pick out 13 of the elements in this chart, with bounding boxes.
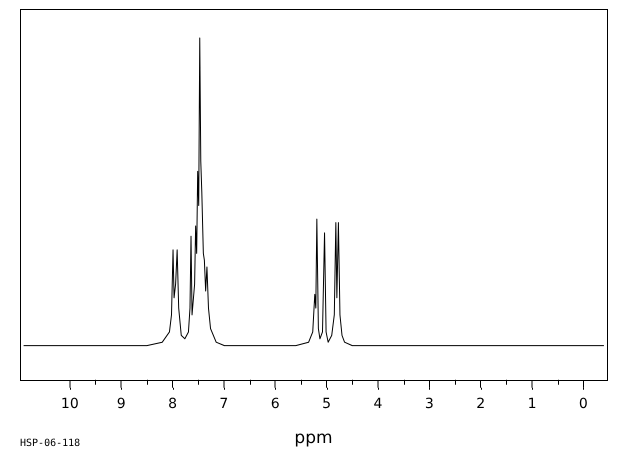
x-tick-label: 9 [116,396,126,412]
x-tick-label: 4 [373,396,382,412]
x-tick-label: 6 [270,396,280,412]
x-tick-label: 10 [60,396,79,412]
x-axis-title: ppm [294,428,333,448]
x-tick-label: 3 [424,396,434,412]
x-tick-label: 7 [219,396,228,412]
x-tick-label: 0 [578,396,588,412]
text: HSP-06-118 [20,438,80,449]
x-tick-label: 2 [476,396,486,412]
x-tick-label: 1 [528,396,536,412]
x-tick-label: 5 [322,396,332,412]
x-tick-label: 8 [168,396,177,412]
